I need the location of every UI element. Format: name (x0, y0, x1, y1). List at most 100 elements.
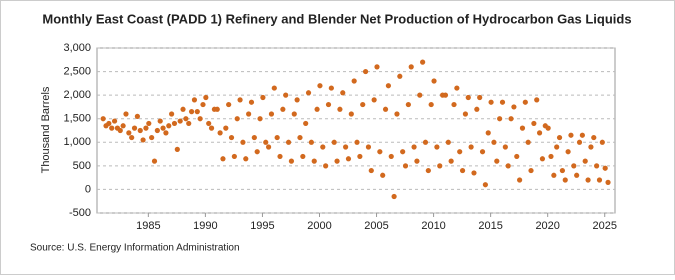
point (305, 90, 312, 96)
point (548, 153, 554, 160)
point (317, 83, 323, 89)
point (283, 92, 289, 98)
point (454, 85, 460, 91)
point (348, 111, 354, 117)
point (197, 116, 203, 122)
point (134, 113, 140, 119)
point (525, 139, 531, 145)
point (428, 101, 434, 108)
point (109, 125, 115, 131)
point (131, 125, 138, 131)
point (482, 182, 488, 188)
point (579, 132, 585, 138)
point (591, 134, 597, 141)
x-tick-label: 2010 (421, 220, 445, 232)
x-tick-label: 1985 (136, 220, 160, 232)
point (137, 127, 143, 134)
y-tick-label: 1,500 (63, 113, 91, 125)
point (360, 101, 366, 108)
point (596, 177, 603, 183)
point (100, 116, 106, 122)
point (268, 111, 275, 117)
point (180, 106, 186, 112)
point (248, 99, 255, 105)
point (194, 109, 200, 115)
point (266, 144, 272, 150)
point (442, 92, 449, 98)
point (380, 172, 386, 178)
point (417, 92, 423, 98)
point (291, 111, 297, 117)
point (397, 73, 403, 79)
point (280, 106, 286, 112)
y-tick-label: 0 (85, 183, 91, 195)
point (411, 144, 417, 150)
x-tick-label: 2000 (307, 220, 331, 232)
point (599, 139, 605, 145)
point (146, 120, 152, 127)
y-tick-label: 3,000 (63, 42, 91, 54)
point (385, 83, 392, 89)
point (517, 177, 523, 183)
point (171, 120, 178, 127)
point (531, 120, 537, 127)
point (191, 97, 198, 103)
point (479, 149, 486, 155)
point (568, 132, 574, 138)
point (151, 158, 158, 164)
x-tick-label: 1990 (193, 220, 217, 232)
point (536, 130, 543, 136)
point (123, 111, 129, 117)
point (559, 167, 566, 174)
point (260, 94, 266, 101)
point (117, 127, 123, 134)
point (351, 78, 357, 84)
point (554, 144, 560, 150)
point (502, 144, 508, 150)
point (357, 153, 363, 160)
point (459, 167, 466, 174)
point (177, 118, 183, 124)
y-tick-label: 1,000 (63, 136, 91, 148)
point (203, 94, 209, 101)
point (345, 156, 352, 162)
point (343, 144, 349, 150)
point (448, 158, 454, 164)
point (174, 146, 180, 152)
point (169, 111, 175, 117)
point (314, 106, 320, 112)
point (582, 158, 588, 164)
point (477, 94, 483, 101)
point (226, 101, 232, 108)
point (534, 97, 540, 103)
point (163, 130, 169, 136)
point (188, 109, 195, 115)
point (160, 125, 166, 131)
point (325, 101, 332, 108)
point (126, 130, 132, 136)
point (328, 85, 334, 91)
point (228, 134, 235, 141)
point (243, 156, 249, 162)
point (605, 179, 611, 185)
point (374, 64, 380, 70)
source: Source: U.S. Energy Information Administ… (30, 243, 240, 254)
x-tick-label: 2020 (535, 220, 559, 232)
point (497, 116, 503, 122)
point (263, 139, 269, 145)
y-tick-label: 500 (73, 160, 91, 172)
point (451, 101, 457, 108)
point (274, 134, 280, 141)
point (434, 144, 440, 150)
point (571, 163, 577, 169)
point (602, 165, 608, 171)
point (129, 134, 135, 141)
y-tick-label: 2,000 (63, 89, 91, 101)
point (111, 118, 118, 124)
point (337, 106, 343, 112)
point (388, 153, 394, 160)
point (594, 163, 600, 169)
point (120, 123, 126, 129)
point (462, 111, 469, 117)
